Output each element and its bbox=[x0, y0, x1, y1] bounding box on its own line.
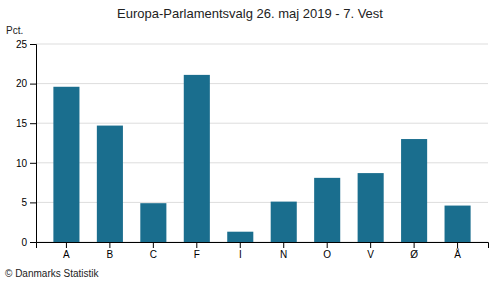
bar bbox=[53, 87, 79, 242]
y-tick: 20 bbox=[16, 78, 36, 89]
x-tick-mark bbox=[283, 242, 284, 248]
y-tick-mark bbox=[30, 44, 36, 45]
y-tick-label: 15 bbox=[16, 118, 28, 129]
x-tick-label: I bbox=[239, 249, 242, 260]
grid-line bbox=[36, 44, 488, 45]
x-tick-label: Å bbox=[454, 248, 461, 260]
y-tick: 0 bbox=[21, 237, 36, 248]
y-axis-label: Pct. bbox=[6, 25, 23, 36]
y-tick: 5 bbox=[21, 197, 36, 208]
chart-container: Europa-Parlamentsvalg 26. maj 2019 - 7. … bbox=[0, 0, 500, 282]
bar bbox=[140, 203, 166, 242]
x-tick: V bbox=[367, 242, 374, 260]
y-axis-line bbox=[30, 45, 37, 243]
x-tick: Å bbox=[454, 242, 461, 260]
x-tick-label: F bbox=[194, 249, 200, 260]
y-tick-mark bbox=[30, 163, 36, 164]
grid-line bbox=[36, 83, 488, 84]
bar bbox=[401, 139, 427, 242]
y-tick-label: 25 bbox=[16, 39, 28, 50]
grid-line bbox=[36, 123, 488, 124]
y-tick-mark bbox=[30, 242, 36, 243]
x-tick: F bbox=[194, 242, 200, 260]
bars bbox=[53, 75, 470, 242]
x-tick-label: O bbox=[323, 249, 331, 260]
bar bbox=[97, 126, 123, 242]
x-tick: N bbox=[280, 242, 287, 260]
bar bbox=[445, 206, 471, 242]
x-tick-mark bbox=[457, 242, 458, 248]
x-tick-mark bbox=[66, 242, 67, 248]
x-tick-mark bbox=[153, 242, 154, 248]
x-tick-mark bbox=[196, 242, 197, 248]
x-axis: ABCFINOVØÅ bbox=[37, 242, 489, 260]
bar bbox=[184, 75, 210, 242]
plot: 0 5 10 15 20 25 A B C F I N O V Ø Å bbox=[16, 39, 489, 260]
chart-svg: Europa-Parlamentsvalg 26. maj 2019 - 7. … bbox=[0, 0, 500, 282]
y-tick-label: 0 bbox=[21, 237, 27, 248]
y-tick-mark bbox=[30, 123, 36, 124]
title: Europa-Parlamentsvalg 26. maj 2019 - 7. … bbox=[117, 6, 383, 21]
x-tick-mark bbox=[240, 242, 241, 248]
x-tick: A bbox=[63, 242, 70, 260]
x-tick: O bbox=[323, 242, 331, 260]
y-tick: 10 bbox=[16, 158, 36, 169]
x-tick-label: A bbox=[63, 249, 70, 260]
y-tick-label: 5 bbox=[21, 197, 27, 208]
x-axis-line bbox=[37, 243, 489, 249]
y-tick-mark bbox=[30, 84, 36, 85]
x-tick: C bbox=[150, 242, 157, 260]
x-tick: B bbox=[107, 242, 114, 260]
y-axis: 0 5 10 15 20 25 bbox=[16, 39, 37, 248]
x-tick-label: B bbox=[107, 249, 114, 260]
bar bbox=[358, 173, 384, 242]
x-tick-mark bbox=[370, 242, 371, 248]
x-tick-mark bbox=[327, 242, 328, 248]
grid bbox=[36, 44, 488, 242]
x-tick: Ø bbox=[410, 242, 418, 260]
x-tick-label: V bbox=[367, 249, 374, 260]
x-tick-label: N bbox=[280, 249, 287, 260]
bar bbox=[314, 178, 340, 242]
bar bbox=[227, 232, 253, 242]
x-tick-mark bbox=[414, 242, 415, 248]
y-tick-label: 10 bbox=[16, 158, 28, 169]
x-tick-mark bbox=[109, 242, 110, 248]
bar bbox=[271, 202, 297, 242]
x-tick-label: C bbox=[150, 249, 157, 260]
y-tick: 15 bbox=[16, 118, 36, 129]
x-tick: I bbox=[239, 242, 242, 260]
x-tick-label: Ø bbox=[410, 249, 418, 260]
y-tick: 25 bbox=[16, 39, 36, 50]
y-tick-mark bbox=[30, 202, 36, 203]
y-tick-label: 20 bbox=[16, 78, 28, 89]
footer: © Danmarks Statistik bbox=[5, 268, 100, 279]
